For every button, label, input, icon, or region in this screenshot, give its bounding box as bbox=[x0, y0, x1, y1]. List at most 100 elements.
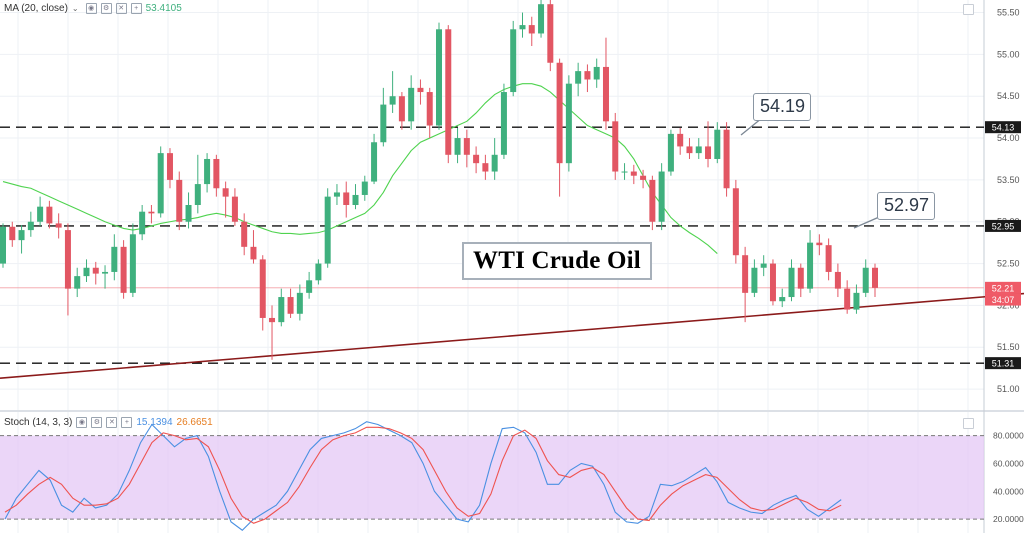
candle-body bbox=[667, 133, 674, 172]
candle-body bbox=[371, 142, 378, 182]
price-label-text: 52.21 bbox=[992, 283, 1015, 293]
candle-body bbox=[64, 230, 71, 289]
candle-body bbox=[640, 175, 647, 180]
candle-body bbox=[9, 226, 16, 241]
candle-body bbox=[204, 158, 211, 185]
stoch-legend-name: Stoch (14, 3, 3) bbox=[4, 417, 73, 428]
candle-body bbox=[417, 87, 424, 93]
candle-body bbox=[732, 188, 739, 256]
candle-body bbox=[519, 25, 526, 30]
stoch-band bbox=[0, 435, 984, 520]
grid-lines bbox=[0, 0, 984, 533]
stoch-legend: Stoch (14, 3, 3) ◉ ⚙ ✕ + 15.1394 26.6651 bbox=[4, 417, 213, 428]
candle-body bbox=[18, 230, 25, 241]
price-label-text: 54.13 bbox=[992, 123, 1015, 133]
price-tick-label: 55.00 bbox=[997, 49, 1020, 59]
candle-body bbox=[333, 192, 340, 197]
candle-body bbox=[807, 242, 814, 289]
more-icon[interactable]: + bbox=[130, 3, 142, 14]
candle-body bbox=[185, 205, 192, 222]
candle-body bbox=[602, 66, 609, 122]
candle-body bbox=[853, 292, 860, 310]
price-label-box bbox=[985, 281, 1021, 294]
candle-body bbox=[213, 158, 220, 189]
candle-body bbox=[398, 96, 405, 122]
candle-body bbox=[723, 129, 730, 189]
candle-body bbox=[296, 292, 303, 314]
candle-body bbox=[491, 154, 498, 172]
candle-body bbox=[278, 297, 285, 323]
candle-body bbox=[630, 171, 637, 176]
candle-body bbox=[593, 66, 600, 80]
price-tick-label: 54.50 bbox=[997, 91, 1020, 101]
close-icon[interactable]: ✕ bbox=[106, 417, 118, 428]
price-tick-label: 51.00 bbox=[997, 384, 1020, 394]
close-icon[interactable]: ✕ bbox=[115, 3, 127, 14]
annotation-text: 52.97 bbox=[884, 195, 930, 215]
candle-body bbox=[408, 87, 415, 122]
candle-body bbox=[547, 4, 554, 63]
candle-body bbox=[834, 271, 841, 289]
candle-body bbox=[872, 267, 878, 288]
candle-body bbox=[343, 192, 350, 205]
candle-body bbox=[825, 245, 832, 272]
chevron-down-icon[interactable]: ⌄ bbox=[71, 4, 79, 13]
candle-body bbox=[315, 263, 322, 281]
candle-body bbox=[129, 234, 136, 293]
candle-body bbox=[714, 129, 721, 159]
candle-body bbox=[677, 133, 684, 147]
candle-body bbox=[74, 276, 81, 289]
candle-body bbox=[46, 206, 53, 224]
collapse-pane-button[interactable] bbox=[963, 4, 974, 15]
candle-body bbox=[556, 62, 563, 164]
annotation-callout-resistance: 52.97 bbox=[877, 192, 935, 220]
candle-body bbox=[565, 83, 572, 164]
price-label-text: 52.95 bbox=[992, 221, 1015, 231]
candle-body bbox=[306, 280, 313, 293]
candle-body bbox=[259, 259, 266, 318]
candle-body bbox=[102, 271, 109, 274]
candle-body bbox=[742, 255, 749, 293]
candle-body bbox=[194, 184, 201, 205]
annotation-text: 54.19 bbox=[760, 96, 806, 116]
candle-body bbox=[463, 138, 470, 155]
candle-body bbox=[389, 96, 396, 105]
stoch-tick-label: 80.0000 bbox=[993, 431, 1024, 441]
candle-body bbox=[37, 206, 44, 222]
settings-icon[interactable]: ⚙ bbox=[91, 417, 103, 428]
price-tick-label: 55.50 bbox=[997, 8, 1020, 18]
candle-body bbox=[454, 138, 461, 155]
candle-body bbox=[83, 267, 90, 277]
candle-body bbox=[231, 196, 238, 222]
candle-body bbox=[482, 163, 489, 172]
eye-icon[interactable]: ◉ bbox=[76, 417, 88, 428]
candle-body bbox=[445, 29, 452, 155]
candle-body bbox=[621, 171, 628, 173]
candle-body bbox=[760, 263, 767, 268]
eye-icon[interactable]: ◉ bbox=[85, 3, 97, 14]
candle-body bbox=[92, 267, 99, 274]
more-icon[interactable]: + bbox=[121, 417, 133, 428]
candle-body bbox=[352, 194, 359, 205]
candle-body bbox=[287, 297, 294, 314]
ma-line bbox=[2, 83, 718, 254]
ma-legend-value: 53.4105 bbox=[145, 3, 182, 14]
stoch-tick-label: 60.0000 bbox=[993, 458, 1024, 468]
candle-body bbox=[658, 171, 665, 222]
candle-body bbox=[111, 246, 118, 272]
collapse-pane-button[interactable] bbox=[963, 418, 974, 429]
candle-body bbox=[426, 92, 433, 126]
price-label-box bbox=[985, 219, 1021, 232]
price-tick-label: 51.50 bbox=[997, 342, 1020, 352]
price-label-box bbox=[985, 293, 1021, 306]
candle-body bbox=[705, 146, 712, 159]
ma-legend: MA (20, close) ⌄ ◉ ⚙ ✕ + 53.4105 bbox=[4, 3, 182, 14]
stoch-k-line bbox=[4, 421, 842, 531]
settings-icon[interactable]: ⚙ bbox=[100, 3, 112, 14]
candle-body bbox=[500, 92, 507, 155]
price-label-box bbox=[985, 121, 1021, 134]
candle-body bbox=[769, 263, 776, 302]
candle-body bbox=[862, 267, 869, 293]
candle-body bbox=[380, 104, 387, 143]
